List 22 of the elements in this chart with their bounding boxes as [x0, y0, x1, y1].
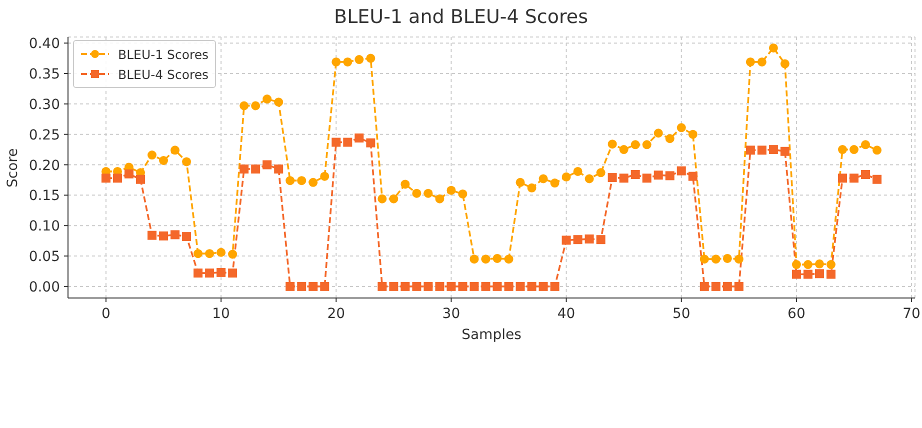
y-tick-label: 0.10 — [28, 218, 60, 235]
x-tick-label: 70 — [902, 306, 920, 322]
legend-label: BLEU-1 Scores — [118, 46, 209, 62]
legend-label: BLEU-4 Scores — [118, 66, 209, 82]
y-tick-label: 0.20 — [28, 158, 60, 174]
y-tick-label: 0.30 — [28, 96, 60, 113]
x-tick-label: 60 — [788, 306, 806, 322]
x-tick-label: 10 — [212, 306, 230, 322]
y-tick-label: 0.00 — [28, 279, 60, 296]
y-tick-label: 0.25 — [28, 127, 60, 144]
x-tick-label: 20 — [327, 306, 346, 322]
x-tick-label: 30 — [442, 306, 460, 322]
x-tick-label: 0 — [102, 306, 110, 322]
y-axis-title: Score — [4, 148, 21, 188]
x-tick-label: 40 — [557, 306, 576, 322]
y-tick-label: 0.40 — [28, 36, 60, 52]
x-tick-label: 50 — [672, 306, 690, 322]
chart-title: BLEU-1 and BLEU-4 Scores — [333, 6, 589, 28]
y-tick-label: 0.15 — [28, 188, 60, 204]
y-tick-label: 0.05 — [28, 249, 60, 266]
x-axis-title: Samples — [462, 327, 522, 343]
y-tick-label: 0.35 — [28, 66, 60, 83]
